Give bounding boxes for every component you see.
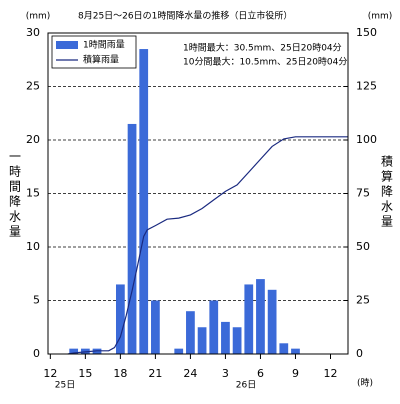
y-tick-label: 20 [26,133,40,146]
x-tick-label: 12 [323,367,337,380]
y2-tick-label: 100 [356,133,377,146]
day-label: 26日 [236,380,256,391]
y-tick-label: 15 [26,187,40,200]
x-tick-label: 18 [113,367,127,380]
y-tick-label: 25 [26,80,40,93]
y-unit: (mm) [26,12,51,22]
x-tick-label: 12 [43,367,57,380]
day-label: 25日 [55,380,75,391]
legend-label: 1時間雨量 [83,40,125,51]
bar [174,348,184,354]
y2-tick-label: 150 [356,26,377,39]
annotation: 1時間最大：30.5mm、25日20時04分 [183,42,342,54]
x-unit: (時) [357,378,373,389]
bar [197,327,207,354]
bar [127,123,137,354]
bar [69,348,79,354]
y2-unit: (mm) [368,12,393,22]
bar [267,289,277,354]
bar [279,343,289,354]
y-tick-label: 0 [33,347,40,360]
plot-frame [47,32,349,355]
bar [232,327,242,354]
x-tick-label: 21 [148,367,162,380]
x-tick-label: 15 [78,367,92,380]
y-tick-label: 30 [26,26,40,39]
x-tick-label: 24 [183,367,197,380]
y-tick-label: 5 [33,294,40,307]
y2-tick-label: 125 [356,80,377,93]
y2-tick-label: 25 [356,294,370,307]
y2-tick-label: 0 [356,347,363,360]
legend-label: 積算雨量 [83,54,119,66]
bar [139,49,149,355]
y2-tick-label: 75 [356,187,370,200]
bar [244,284,254,354]
x-tick-label: 6 [257,367,264,380]
chart-title: 8月25日～26日の1時間降水量の推移（日立市役所） [78,10,292,22]
bar [186,311,195,354]
bar [221,321,230,354]
x-tick-label: 9 [292,367,299,380]
bar [115,284,125,354]
x-tick-label: 3 [222,367,229,380]
bar [151,300,160,354]
y2-label: 積算降水量 [380,154,394,230]
line [67,136,348,355]
y-label: 一時間降水量 [8,150,22,240]
y-tick-label: 10 [26,240,40,253]
legend-swatch [56,41,78,49]
bar [291,348,300,354]
y2-tick-label: 50 [356,240,370,253]
bar [256,279,265,354]
annotation: 10分間最大：10.5mm、25日20時04分 [183,56,347,68]
bar [209,300,219,354]
